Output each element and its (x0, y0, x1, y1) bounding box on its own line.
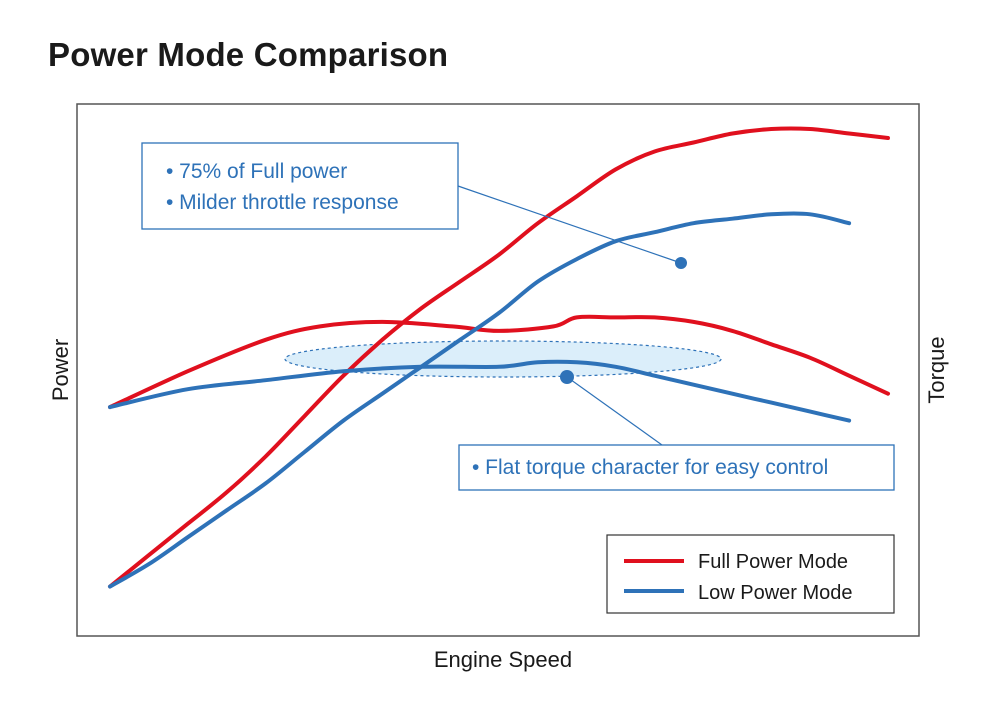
series-line-full-power-mode-torque (108, 314, 890, 410)
torque-note-leader (566, 376, 663, 446)
power-note-line-1: • 75% of Full power (166, 160, 347, 183)
torque-note-line-1: • Flat torque character for easy control (472, 456, 828, 479)
legend: Full Power Mode Low Power Mode (606, 534, 895, 614)
power-note-marker (675, 257, 687, 269)
legend-label-low: Low Power Mode (698, 582, 853, 604)
legend-label-full: Full Power Mode (698, 551, 848, 573)
power-note-leader (457, 185, 682, 264)
series-line-low-power-mode-torque (108, 359, 852, 423)
chart-title: Power Mode Comparison (48, 36, 449, 73)
x-axis-label: Engine Speed (434, 647, 572, 672)
power-note-line-2: • Milder throttle response (166, 191, 399, 214)
torque-note-marker (560, 370, 574, 384)
y-axis-label-left: Power (48, 339, 73, 401)
y-axis-label-right: Torque (924, 336, 949, 403)
series-layer (108, 126, 890, 589)
plot-frame (76, 103, 920, 637)
series-line-low-power-mode-power (108, 211, 852, 589)
series-line-full-power-mode-power (108, 126, 890, 589)
power-note-callout: • 75% of Full power • Milder throttle re… (141, 142, 459, 230)
torque-note-callout: • Flat torque character for easy control (458, 444, 895, 491)
